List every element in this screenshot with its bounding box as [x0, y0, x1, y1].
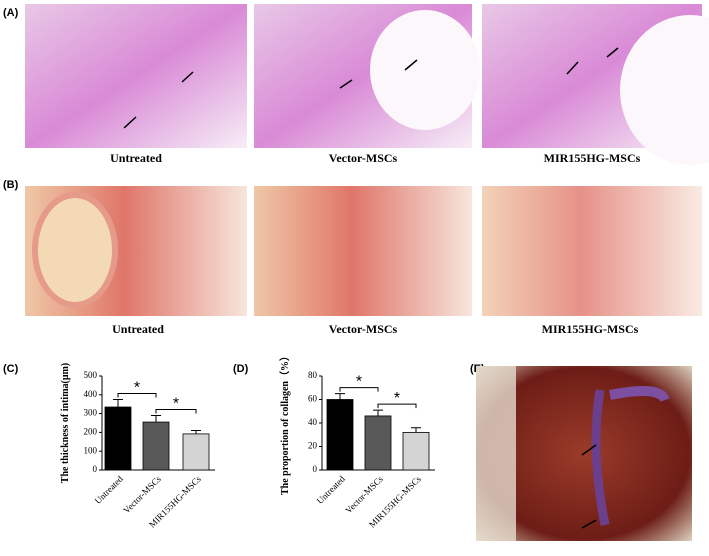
lumen	[370, 10, 480, 130]
arrows	[581, 444, 597, 529]
x-tick-label: Untreated	[315, 473, 348, 506]
caption: Vector-MSCs	[329, 151, 398, 165]
micrograph	[254, 186, 472, 316]
bar	[402, 431, 430, 471]
error-bar	[373, 409, 383, 416]
y-tick-label: 20	[308, 441, 318, 451]
caption: Untreated	[112, 322, 164, 336]
vessel	[591, 389, 610, 526]
vessel	[609, 386, 670, 403]
significance-label: *	[394, 390, 400, 407]
y-tick-label: 100	[84, 445, 98, 455]
lumen	[620, 15, 709, 165]
significance-label: *	[356, 374, 362, 391]
y-tick-label: 80	[308, 370, 318, 380]
y-axis-label: The proportion of collagen（%）	[278, 351, 291, 495]
significance-bracket	[377, 403, 417, 409]
significance-label: *	[134, 380, 140, 397]
panel-label: (B)	[3, 179, 19, 191]
x-tick-label: Vector-MSCs	[343, 473, 385, 515]
error-bar	[335, 393, 345, 400]
caption: Vector-MSCs	[329, 322, 398, 336]
y-tick-label: 400	[84, 389, 98, 399]
significance-bracket	[117, 393, 157, 398]
vessel	[32, 192, 118, 308]
y-axis-label: The thickness of intima(μm)	[60, 363, 71, 483]
y-tick-label: 200	[84, 426, 98, 436]
x-tick-label: Untreated	[93, 473, 126, 506]
caption: MIR155HG-MSCs	[542, 322, 639, 336]
micrograph	[482, 186, 702, 316]
y-tick-label: 0	[93, 464, 98, 474]
bar	[326, 399, 354, 471]
bar	[364, 415, 392, 471]
panel-label: (D)	[233, 363, 249, 375]
bar	[182, 433, 210, 471]
micrograph	[25, 4, 247, 148]
y-tick-label: 40	[308, 417, 318, 427]
error-bar	[151, 414, 161, 423]
bar	[104, 406, 132, 471]
error-bar	[113, 399, 123, 408]
caption: MIR155HG-MSCs	[544, 151, 641, 165]
significance-label: *	[173, 395, 179, 412]
significance-bracket	[155, 408, 197, 414]
y-tick-label: 500	[84, 370, 98, 380]
error-bar	[411, 427, 421, 433]
y-tick-label: 0	[313, 464, 318, 474]
caption: Untreated	[110, 151, 162, 165]
arrows	[123, 47, 619, 129]
y-tick-label: 300	[84, 408, 98, 418]
error-bar	[191, 430, 201, 434]
panel-label: (C)	[3, 363, 19, 375]
bar	[142, 421, 170, 471]
panel-label: (A)	[3, 7, 19, 19]
x-tick-label: Vector-MSCs	[121, 473, 163, 515]
significance-bracket	[339, 387, 379, 392]
gauze	[476, 366, 516, 541]
y-tick-label: 60	[308, 394, 318, 404]
